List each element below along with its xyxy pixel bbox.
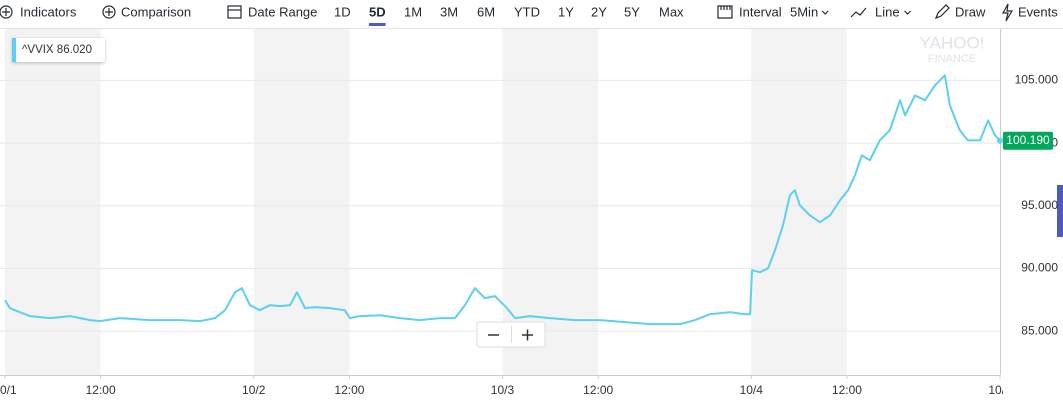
x-tick-label: 12:00	[832, 383, 862, 397]
zoom-in[interactable]	[522, 329, 533, 341]
draw-button[interactable]: Draw	[955, 4, 986, 19]
range-button[interactable]: Max	[659, 4, 684, 19]
x-tick-label: 10/5	[988, 383, 1012, 397]
chevron	[821, 10, 829, 15]
x-axis-labels: 10/1 12:00 10/2 12:00 10/3 12:00 10/4 12:00 10/5	[0, 375, 1012, 397]
events-button[interactable]: Events	[1018, 4, 1058, 19]
watermark: YAHOO!	[920, 33, 985, 52]
legend-swatch	[12, 38, 16, 62]
range-button[interactable]: 6M	[477, 4, 495, 19]
range-button[interactable]: YTD	[514, 4, 540, 19]
y-tick-label: 90.000	[1021, 261, 1058, 275]
events-icon	[1001, 3, 1014, 22]
x-tick-label: 10/4	[740, 383, 764, 397]
x-tick-label: 10/2	[242, 383, 266, 397]
current-price-tag	[1003, 131, 1053, 150]
side-tab[interactable]	[1057, 185, 1063, 237]
chevron	[904, 10, 912, 15]
session-shade	[4, 29, 101, 375]
x-tick-label: 10/1	[0, 383, 17, 397]
current-dot	[997, 137, 1003, 144]
x-tick-label: 12:00	[334, 383, 364, 397]
x-tick-label: 10/3	[491, 383, 515, 397]
date-range-button[interactable]: Date Range	[248, 4, 317, 19]
interval-button[interactable]: Interval	[739, 4, 782, 19]
y-tick-label: 85.000	[1021, 323, 1058, 337]
range-button[interactable]: 1D	[334, 4, 351, 19]
draw-icon	[934, 4, 950, 20]
range-button[interactable]: 5D	[369, 4, 386, 19]
indicators-button[interactable]: Indicators	[20, 4, 77, 19]
plot-area: YAHOO!FINANCE	[0, 29, 1001, 375]
session-shade	[253, 29, 350, 375]
legend-label: ^VVIX 86.020	[22, 44, 92, 56]
comparison-icon-plus	[105, 8, 113, 16]
range-button[interactable]: 1M	[404, 4, 422, 19]
legend-box[interactable]	[12, 38, 105, 62]
range-selected-underline	[369, 23, 386, 26]
x-tick-label: 12:00	[583, 383, 613, 397]
indicators-icon-plus	[2, 8, 10, 16]
range-button[interactable]: 5Y	[624, 4, 640, 19]
range-button[interactable]: 2Y	[591, 4, 607, 19]
chart-style-button[interactable]: Line	[875, 4, 900, 19]
indicators-icon	[0, 5, 13, 19]
watermark: FINANCE	[928, 53, 976, 65]
price-line	[4, 74, 1001, 326]
line-icon	[850, 7, 867, 18]
comparison-icon	[102, 5, 116, 19]
x-tick-label: 12:00	[86, 383, 116, 397]
current-price-label: 100.190	[1006, 133, 1050, 147]
zoom-control[interactable]	[476, 321, 546, 348]
interval-value[interactable]: 5Min	[790, 4, 818, 19]
interval-icon	[717, 5, 733, 19]
range-button[interactable]: 3M	[440, 4, 458, 19]
comparison-button[interactable]: Comparison	[121, 4, 191, 19]
toolbar: Indicators Comparison Date Range 1D 5D 1M 3M 6M…	[0, 3, 1063, 29]
y-tick-label: 105.000	[1015, 73, 1059, 87]
calendar-icon	[227, 5, 242, 19]
y-tick-label: 95.000	[1021, 198, 1058, 212]
range-button[interactable]: 1Y	[558, 4, 574, 19]
